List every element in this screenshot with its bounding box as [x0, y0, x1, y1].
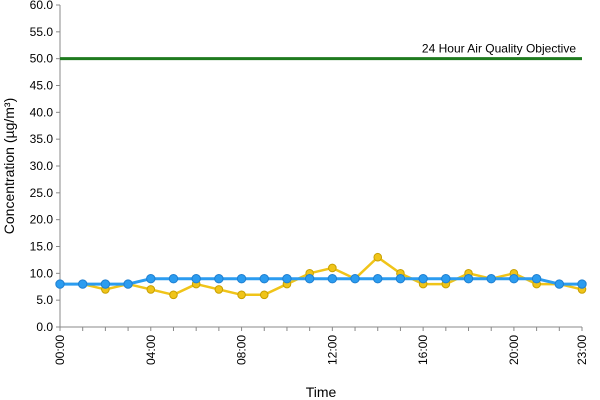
series-2-point: [554, 279, 565, 289]
x-tick-label: 00:00: [53, 335, 67, 365]
y-tick-label: 30.0: [30, 159, 54, 173]
series-2-point: [282, 274, 292, 284]
y-tick-label: 5.0: [36, 293, 53, 307]
series-2-point: [418, 274, 428, 284]
series-2-point: [236, 274, 247, 284]
series-2-point: [123, 279, 133, 289]
x-tick-label: 08:00: [235, 335, 249, 365]
series-1-point: [146, 285, 156, 294]
series-2-point: [395, 274, 406, 284]
series-2-point: [146, 274, 156, 284]
y-axis-title: Concentration (µg/m³): [1, 98, 17, 234]
series-2-point: [531, 274, 542, 284]
series-2-point: [327, 274, 338, 284]
y-tick-label: 40.0: [30, 105, 54, 119]
x-tick-label: 23:00: [575, 335, 589, 365]
series-2-point: [259, 274, 269, 284]
y-tick-label: 25.0: [30, 186, 54, 200]
y-tick-label: 10.0: [30, 266, 54, 280]
series-1-line: [60, 255, 583, 297]
series-2-point: [373, 274, 383, 284]
x-tick-label: 16:00: [416, 335, 430, 365]
series-2-point: [100, 279, 111, 289]
reference-line-group: 24 Hour Air Quality Objective: [60, 42, 582, 61]
air-quality-objective-label: 24 Hour Air Quality Objective: [422, 42, 576, 56]
series-2-line: [60, 277, 582, 286]
series-2-point: [55, 279, 65, 289]
series-2-point: [77, 279, 88, 289]
y-axis-ticks: 0.0 5.0 10.0 15.0 20.0 25.0 30.0 35.0 40.0 45.0 50…: [30, 0, 60, 334]
x-axis-ticks: 00:00 04:00 08:00 12:00 16:00 20:00 23:00: [53, 327, 589, 365]
series-2-point: [168, 274, 179, 284]
series-1-point: [237, 290, 246, 300]
series-1-point: [259, 290, 269, 300]
y-tick-label: 20.0: [30, 213, 54, 227]
y-tick-label: 60.0: [30, 0, 54, 12]
x-tick-label: 12:00: [325, 335, 339, 365]
series-2-point: [486, 274, 496, 284]
y-tick-label: 45.0: [30, 79, 54, 93]
series-1-point: [169, 290, 178, 300]
series-2-point: [304, 274, 315, 284]
series-2-point: [214, 274, 224, 284]
series-2-point: [463, 274, 474, 284]
x-axis-title: Time: [306, 384, 337, 400]
series-1-point: [214, 285, 224, 294]
y-tick-label: 0.0: [36, 320, 53, 334]
series-2-point: [441, 274, 451, 284]
y-tick-label: 35.0: [30, 132, 54, 146]
x-tick-label: 20:00: [507, 335, 521, 365]
y-tick-label: 50.0: [30, 52, 54, 66]
y-tick-label: 55.0: [30, 25, 54, 39]
series-group: [55, 252, 587, 300]
series-2-point: [350, 274, 360, 284]
series-2-point: [577, 279, 587, 289]
x-tick-label: 04:00: [144, 335, 158, 365]
series-2-point: [509, 274, 519, 284]
series-1-point: [373, 252, 383, 262]
y-tick-label: 15.0: [30, 240, 54, 254]
series-1-point: [328, 263, 337, 273]
series-2-point: [191, 274, 201, 284]
